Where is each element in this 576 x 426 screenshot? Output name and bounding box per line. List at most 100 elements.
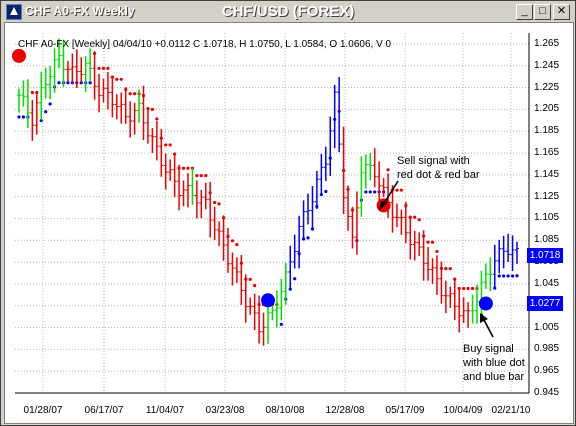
stop-dot [435, 249, 439, 254]
stop-dot [426, 240, 430, 244]
x-tick-label: 12/28/08 [325, 405, 365, 416]
stop-dot [462, 286, 466, 291]
stop-dot [448, 267, 452, 271]
stop-dot [506, 274, 510, 278]
stop-dot [48, 102, 52, 106]
sell-annotation: Sell signal with red dot & red bar [397, 154, 480, 182]
stop-dot [288, 287, 292, 291]
y-tick-label: 1.225 [534, 81, 560, 93]
stop-dot [204, 174, 208, 178]
stop-dot [213, 200, 217, 205]
close-button[interactable]: ✕ [553, 4, 570, 20]
stop-dot [217, 202, 221, 206]
chart-title: CHF/USD (FOREX) [221, 3, 355, 20]
sell-arrow [382, 180, 399, 206]
stop-dot [399, 188, 403, 192]
stop-dot [97, 66, 101, 70]
stop-dot [253, 284, 257, 288]
maximize-button[interactable]: □ [534, 4, 551, 20]
buy-signal-dot [478, 296, 493, 311]
stop-dot [79, 81, 83, 85]
price-label-box: 1.0277 [527, 295, 563, 311]
plot-area[interactable]: CHF A0-FX [Weekly] 04/04/10 +0.0112 C 1.… [4, 22, 574, 424]
stop-dot [368, 190, 372, 194]
title-bar[interactable]: CHF A0-FX Weekly CHF/USD (FOREX) _ □ ✕ [3, 3, 573, 21]
stop-dot [57, 81, 61, 85]
stop-dot [101, 66, 106, 70]
stop-dot [493, 286, 497, 290]
buy-annotation-line-3: and blue bar [463, 371, 525, 383]
stop-dot [444, 267, 448, 271]
sell-annotation-line-1: Sell signal with [397, 155, 470, 167]
y-tick-label: 1.105 [534, 212, 560, 224]
stop-dot [21, 115, 26, 119]
y-tick-label: 1.045 [534, 277, 560, 289]
stop-dot [199, 174, 203, 178]
stop-dot [417, 218, 421, 222]
stop-dot [119, 77, 123, 81]
price-label-box: 1.0718 [527, 247, 563, 263]
buy-signal-dot [12, 48, 26, 63]
stop-dot [466, 286, 470, 291]
stop-dot [279, 322, 283, 326]
buy-annotation-line-2: with blue dot [463, 357, 525, 369]
stop-dot [235, 243, 239, 247]
stop-dot [230, 239, 235, 243]
stop-dot [306, 236, 310, 240]
y-tick-label: 0.985 [534, 343, 560, 355]
y-tick-label: 1.265 [534, 37, 560, 49]
x-tick-label: 08/10/08 [265, 405, 305, 416]
y-tick-label: 1.005 [534, 321, 560, 333]
y-tick-label: 1.085 [534, 234, 560, 246]
stop-dot [502, 274, 506, 278]
stop-dot [146, 106, 150, 111]
stop-dot [186, 166, 190, 170]
stop-dot [168, 143, 172, 147]
stop-dot [164, 143, 168, 147]
app-icon [6, 4, 22, 20]
x-tick-label: 05/17/09 [385, 405, 425, 416]
x-tick-label: 10/04/09 [443, 405, 483, 416]
stop-dot [66, 81, 70, 85]
stop-dot [150, 107, 154, 111]
stop-dot [395, 188, 399, 192]
sell-arrow-head [379, 201, 388, 211]
x-tick-label: 02/21/10 [491, 405, 531, 416]
sell-annotation-line-2: red dot & red bar [397, 169, 480, 181]
legend-line: CHF A0-FX [Weekly] 04/04/10 +0.0112 C 1.… [18, 39, 392, 50]
y-tick-label: 1.165 [534, 147, 560, 158]
stop-dot [310, 227, 315, 231]
stop-dot [181, 166, 186, 170]
x-tick-label: 11/04/07 [145, 405, 185, 416]
stop-dot [453, 277, 457, 281]
y-tick-label: 1.145 [534, 168, 560, 180]
buy-signal-dot [261, 293, 275, 308]
stop-dot [17, 115, 21, 119]
stop-dot [39, 118, 43, 123]
buy-arrow [482, 317, 494, 338]
stop-dot [35, 90, 39, 95]
stop-dot [293, 277, 297, 281]
y-tick-label: 1.125 [534, 190, 560, 202]
stop-dot [497, 274, 501, 278]
buy-arrow-head [480, 313, 488, 323]
stop-dot [324, 189, 328, 194]
y-tick-label: 0.965 [534, 365, 560, 377]
stop-dot [88, 81, 92, 85]
price-chart [12, 33, 530, 394]
y-tick-label: 1.205 [534, 103, 560, 115]
x-tick-label: 01/28/07 [23, 405, 63, 416]
stop-dot [195, 174, 199, 178]
x-tick-label: 03/23/08 [205, 405, 245, 416]
stop-dot [515, 274, 519, 278]
stop-dot [155, 117, 159, 121]
stop-dot [457, 286, 461, 291]
minimize-button[interactable]: _ [516, 4, 533, 20]
stop-dot [364, 190, 368, 194]
stop-dot [133, 92, 137, 96]
stop-dot [106, 66, 110, 70]
buy-annotation: Buy signal with blue dot and blue bar [463, 342, 525, 384]
stop-dot [430, 240, 435, 244]
stop-dot [373, 190, 377, 194]
